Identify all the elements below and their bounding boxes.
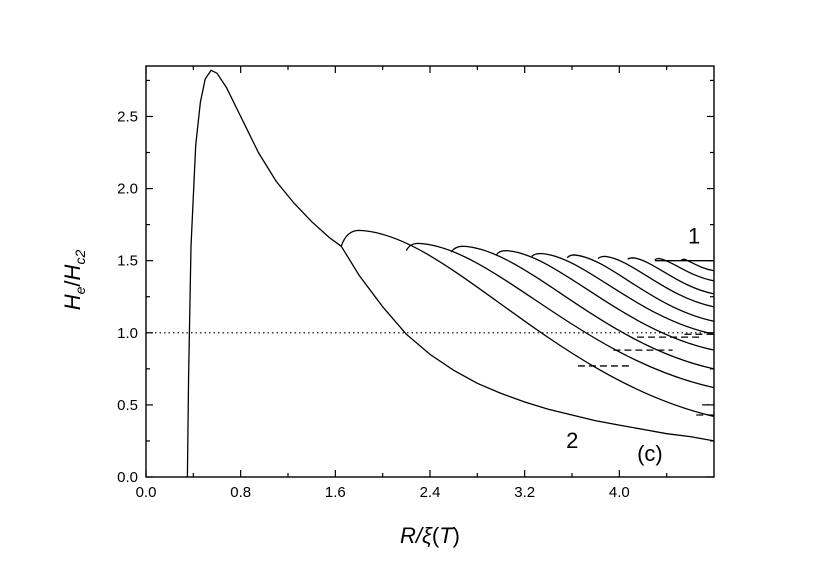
x-tick-label: 4.0: [609, 484, 630, 501]
x-tick-label: 2.4: [420, 484, 441, 501]
y-axis-title: He/Hc2: [60, 250, 88, 311]
lower-envelope-curve: [340, 245, 715, 442]
branch-curve: [627, 257, 715, 295]
curves-layer: [146, 69, 715, 478]
x-tick-label: 1.6: [325, 484, 346, 501]
x-axis-title-t: T: [439, 523, 454, 548]
y-tick-label: 0.5: [117, 397, 138, 414]
y-axis-title-h2: H: [60, 264, 85, 280]
x-tick-label: 3.2: [514, 484, 535, 501]
annotation-label: 2: [566, 428, 578, 453]
y-tick-label: 0.0: [117, 469, 138, 486]
y-axis-title-e: e: [72, 286, 88, 294]
y-axis-title-h1: H: [60, 294, 85, 310]
branch-curve: [340, 229, 715, 418]
branch-curve: [597, 255, 715, 308]
annotation-label: 1: [688, 223, 700, 248]
branch-curve: [450, 245, 715, 370]
y-tick-label: 1.5: [117, 253, 138, 270]
ticks-layer: [145, 66, 714, 478]
branch-curve: [531, 252, 715, 335]
x-axis-title-xi: ξ: [422, 523, 433, 548]
x-tick-label: 0.8: [230, 484, 251, 501]
y-axis-title-c2: c2: [72, 250, 88, 265]
branch-curve: [495, 249, 715, 351]
annotation-label: (c): [637, 441, 663, 466]
y-tick-label: 2.5: [117, 108, 138, 125]
branch-curve: [680, 258, 715, 272]
y-tick-label: 1.0: [117, 325, 138, 342]
x-axis-title-r: R/: [400, 523, 424, 548]
branch-curve: [405, 242, 715, 389]
plot-frame: [145, 65, 715, 478]
x-axis-title-close: ): [453, 523, 460, 548]
y-tick-label: 2.0: [117, 181, 138, 198]
y-axis-title-slash: /: [60, 280, 85, 287]
branch-curve: [566, 254, 715, 322]
x-tick-label: 0.0: [136, 484, 157, 501]
labels-layer: 0.0 0.8 1.6 2.4 3.2 4.0 0.0 0.5 1.0 1.5 2.0 2.5 1 2 (c…: [117, 108, 700, 501]
x-axis-title: R/ξ(T): [400, 523, 460, 548]
x-axis-title-open: (: [432, 523, 440, 548]
branch-curve: [654, 257, 715, 282]
main-curve: [186, 69, 342, 478]
